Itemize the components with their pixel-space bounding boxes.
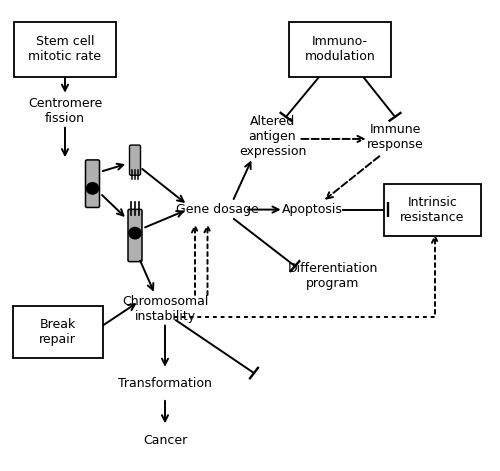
Circle shape: [86, 183, 99, 194]
Text: Immuno-
modulation: Immuno- modulation: [304, 35, 376, 64]
FancyBboxPatch shape: [14, 22, 116, 76]
FancyBboxPatch shape: [128, 210, 142, 262]
FancyBboxPatch shape: [12, 306, 102, 358]
FancyBboxPatch shape: [86, 160, 100, 207]
Text: Chromosomal
instability: Chromosomal instability: [122, 294, 208, 323]
FancyBboxPatch shape: [384, 184, 481, 236]
Text: Differentiation
program: Differentiation program: [288, 261, 378, 290]
FancyBboxPatch shape: [289, 22, 391, 76]
Text: Immune
response: Immune response: [366, 122, 424, 151]
Text: Break
repair: Break repair: [39, 318, 76, 346]
Text: Transformation: Transformation: [118, 377, 212, 390]
Text: Stem cell
mitotic rate: Stem cell mitotic rate: [28, 35, 102, 64]
Circle shape: [129, 227, 141, 239]
FancyBboxPatch shape: [130, 145, 140, 175]
Text: Intrinsic
resistance: Intrinsic resistance: [400, 195, 464, 224]
Text: Apoptosis: Apoptosis: [282, 203, 343, 216]
Text: Altered
antigen
expression: Altered antigen expression: [239, 115, 306, 158]
Text: Centromere
fission: Centromere fission: [28, 97, 102, 125]
Text: Gene dosage: Gene dosage: [176, 203, 259, 216]
Text: Cancer: Cancer: [143, 434, 187, 447]
